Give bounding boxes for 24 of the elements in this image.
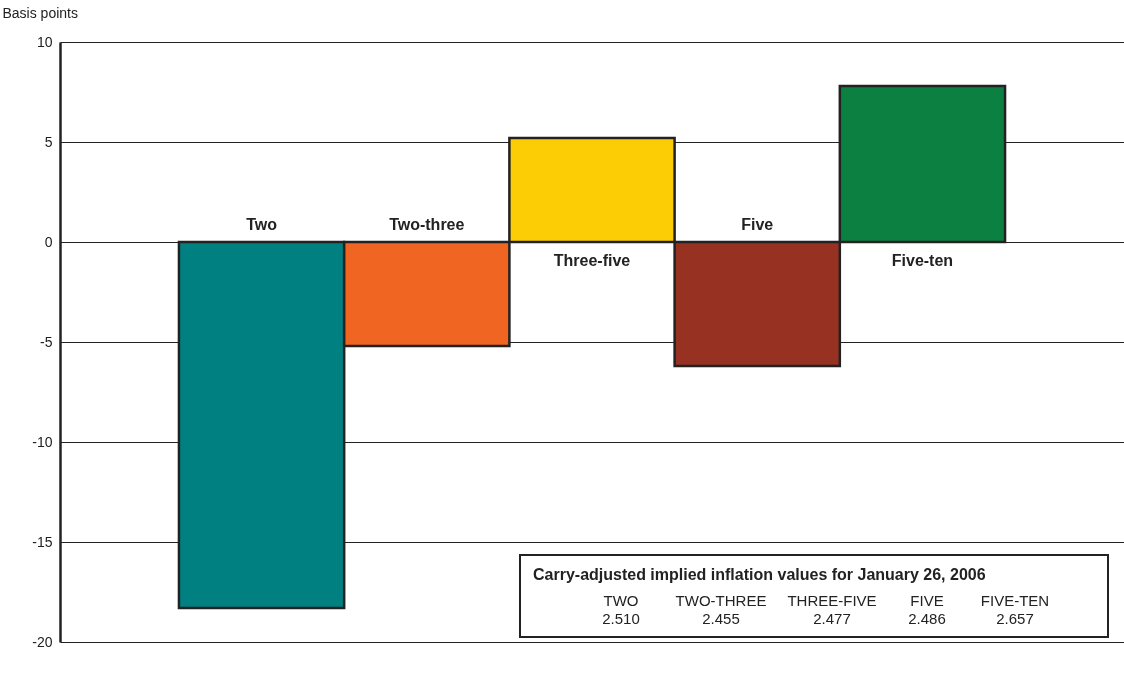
x-tick-label: Two-three: [389, 216, 465, 233]
annotation: TWO-THREE: [675, 592, 767, 609]
annotation: TWO: [603, 592, 639, 609]
y-tick-label: -15: [32, 533, 53, 550]
annotation: THREE-FIVE: [787, 592, 877, 609]
annotation: FIVE-TEN: [980, 592, 1050, 609]
y-tick-label: 0: [44, 233, 53, 250]
y-tick-label: 5: [44, 133, 53, 150]
annotation: 2.455: [702, 610, 740, 627]
x-tick-label: Five-ten: [891, 252, 954, 269]
y-axis-title: Basis points: [2, 4, 78, 21]
y-tick-label: -5: [40, 333, 53, 350]
y-tick-label: 10: [36, 33, 53, 50]
y-tick-label: -10: [32, 433, 53, 450]
annotation: 2.657: [996, 610, 1034, 627]
y-tick-label: -20: [32, 633, 53, 650]
annotation: 2.477: [813, 610, 851, 627]
annotation: FIVE: [910, 592, 944, 609]
annotation: Carry-adjusted implied inflation values for January 26, 2006: [533, 566, 986, 584]
annotation: 2.486: [908, 610, 946, 627]
annotation: 2.510: [602, 610, 640, 627]
x-tick-label: Two: [246, 216, 278, 233]
x-tick-label: Five: [741, 216, 774, 233]
x-tick-label: Three-five: [553, 252, 631, 269]
